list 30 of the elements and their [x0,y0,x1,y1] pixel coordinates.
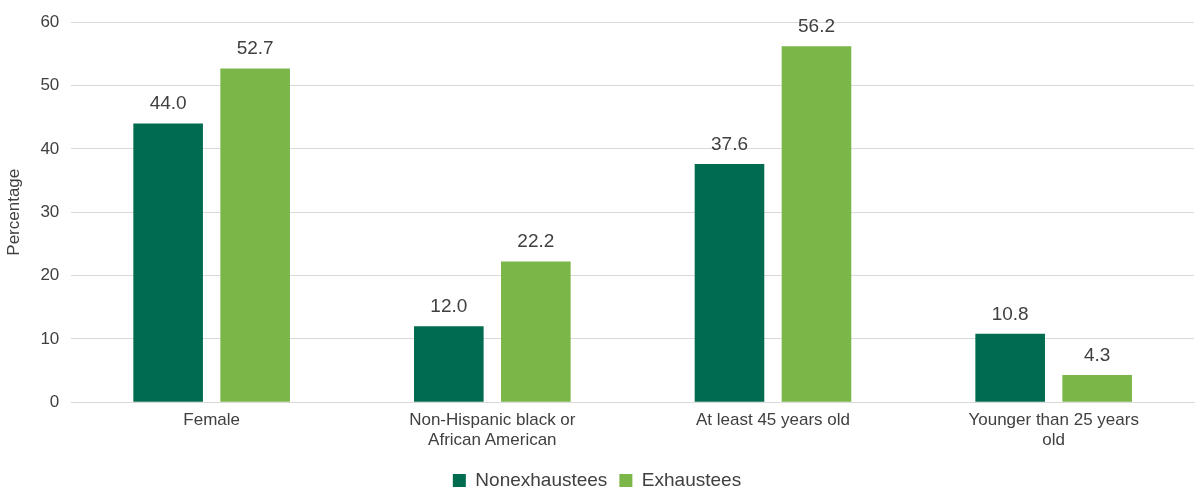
legend-label: Exhaustees [641,468,742,490]
x-tick-label: At least 45 years old [695,410,851,430]
y-tick-label: 30 [40,201,60,221]
y-tick-label: 0 [49,391,60,411]
data-label: 22.2 [517,230,555,252]
legend-label: Nonexhaustees [475,468,608,490]
y-tick-label: 10 [40,328,60,348]
bar [781,46,852,402]
data-label: 52.7 [236,37,274,59]
data-label: 10.8 [991,302,1029,324]
bar [694,164,765,402]
y-tick-label: 50 [40,75,60,95]
bar [1062,374,1132,402]
bar [220,68,290,402]
x-tick-label: Non-Hispanic black or African American [409,410,576,450]
data-label: 37.6 [710,132,748,154]
x-tick-label: Younger than 25 years old [968,410,1139,450]
y-tick-label: 60 [40,11,60,31]
bar [501,261,571,402]
y-tick-label: 40 [40,138,60,158]
bar [133,123,203,402]
x-tick-label: Female [183,410,240,430]
y-axis-title: Percentage [3,168,23,256]
data-label: 56.2 [798,15,835,36]
data-label: 4.3 [1083,343,1111,365]
y-tick-label: 20 [40,265,60,285]
data-label: 12.0 [430,294,468,316]
data-label: 44.0 [149,92,187,114]
bar [414,326,484,402]
bar [975,333,1045,402]
